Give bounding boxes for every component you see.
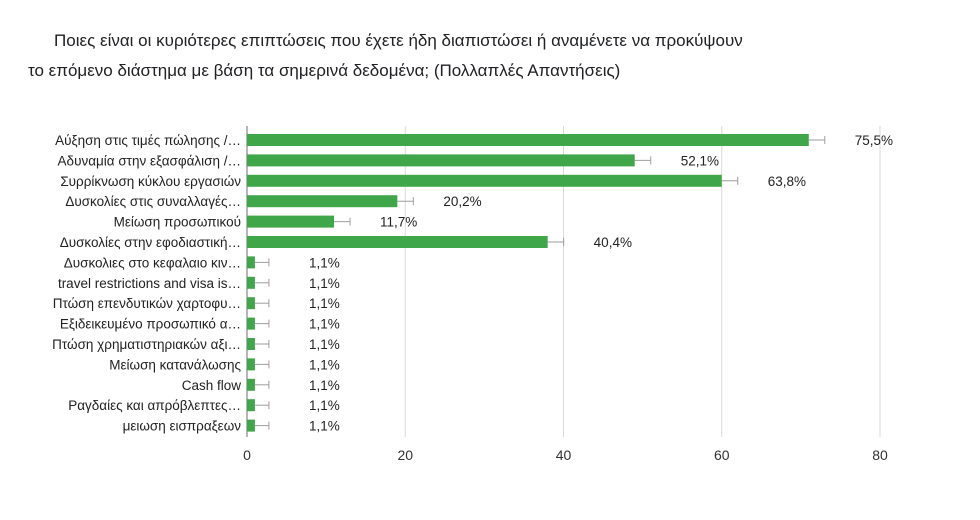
category-label: Συρρίκνωση κύκλου εργασιών [60, 174, 241, 189]
data-label: 1,1% [309, 419, 340, 434]
chart-title-line-2: το επόμενο διάστημα με βάση τα σημερινά … [28, 61, 621, 80]
category-label: Δυσκολιες στο κεφαλαιο κιν… [64, 255, 241, 270]
bar [247, 358, 255, 371]
bar [247, 297, 255, 310]
bar [247, 195, 398, 208]
category-label: Μείωση προσωπικού [114, 215, 241, 230]
category-label: Δυσκολίες στην εφοδιαστική… [60, 235, 241, 250]
data-label: 1,1% [309, 398, 340, 413]
bar [247, 378, 255, 391]
bar [247, 317, 255, 330]
data-label: 1,1% [309, 296, 340, 311]
x-tick-label: 60 [714, 447, 730, 463]
x-tick-label: 40 [556, 447, 572, 463]
category-label: μειωση εισπραξεων [123, 419, 242, 434]
x-tick-label: 0 [243, 447, 251, 463]
category-label: Αδυναμία στην εξασφάλιση /… [58, 153, 241, 168]
data-label: 1,1% [309, 276, 340, 291]
bar [247, 419, 255, 432]
data-label: 1,1% [309, 255, 340, 270]
category-label: Ραγδαίες και απρόβλεπτες… [68, 398, 241, 413]
chart-title-line-1: Ποιες είναι οι κυριότερες επιπτώσεις που… [54, 31, 743, 50]
data-label: 75,5% [855, 133, 893, 148]
category-label: Δυσκολίες στις συναλλαγές… [65, 194, 241, 209]
category-label: Μείωση κατανάλωσης [109, 357, 241, 372]
chart-title: Ποιες είναι οι κυριότερες επιπτώσεις που… [28, 26, 958, 86]
data-label: 1,1% [309, 357, 340, 372]
category-label: Αύξηση στις τιμές πώλησης /… [55, 133, 241, 148]
bar [247, 256, 255, 269]
data-label: 11,7% [380, 215, 417, 230]
data-label: 52,1% [681, 153, 719, 168]
data-label: 63,8% [768, 174, 806, 189]
data-label: 1,1% [309, 317, 340, 332]
category-label: Cash flow [182, 378, 242, 393]
category-label: Εξιδεικευμένο προσωπικό α… [60, 317, 241, 332]
data-label: 1,1% [309, 378, 340, 393]
category-label: travel restrictions and visa is… [58, 276, 241, 291]
category-label: Πτώση επενδυτικών χαρτοφυ… [53, 296, 241, 311]
data-label: 20,2% [443, 194, 481, 209]
x-tick-label: 80 [872, 447, 888, 463]
bar [247, 399, 255, 412]
data-label: 40,4% [594, 235, 632, 250]
bar [247, 215, 335, 228]
bar [247, 338, 255, 350]
bar [247, 174, 722, 187]
bar [247, 154, 635, 167]
x-tick-label: 20 [397, 447, 413, 463]
category-label: Πτώση χρηματιστηριακών αξι… [52, 337, 241, 352]
bar [247, 236, 548, 248]
bar [247, 134, 809, 146]
bar [247, 276, 255, 289]
data-label: 1,1% [309, 337, 340, 352]
